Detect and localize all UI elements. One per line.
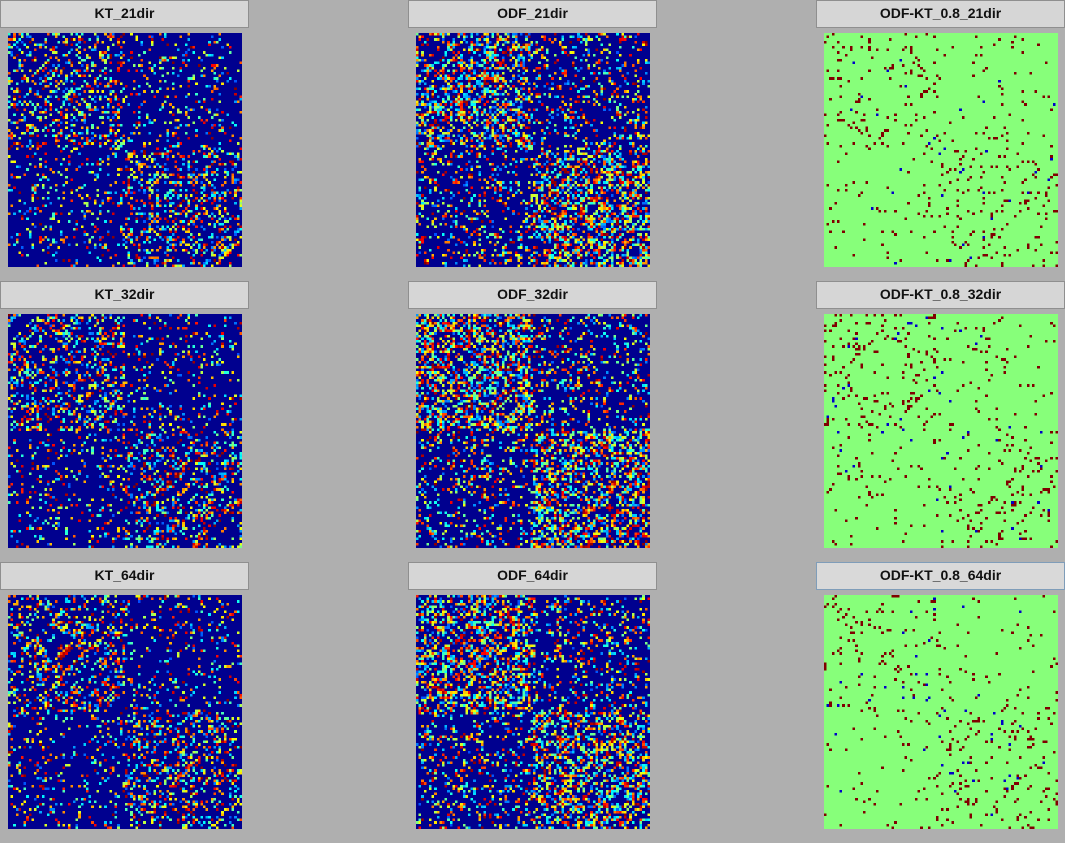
panel-odf-kt-21dir: ODF-KT_0.8_21dir <box>816 0 1065 281</box>
title-bar-odf-kt-21dir[interactable]: ODF-KT_0.8_21dir <box>816 0 1065 28</box>
title-bar-kt-32dir[interactable]: KT_32dir <box>0 281 249 309</box>
difference-matrix-64dir <box>824 595 1058 829</box>
connectivity-matrix-odf-64dir <box>416 595 650 829</box>
title-bar-odf-21dir[interactable]: ODF_21dir <box>408 0 657 28</box>
title-bar-kt-64dir[interactable]: KT_64dir <box>0 562 249 590</box>
panel-odf-kt-32dir: ODF-KT_0.8_32dir <box>816 281 1065 562</box>
title-bar-odf-32dir[interactable]: ODF_32dir <box>408 281 657 309</box>
panel-kt-32dir: KT_32dir <box>0 281 249 562</box>
connectivity-matrix-kt-64dir <box>8 595 242 829</box>
title-bar-kt-21dir[interactable]: KT_21dir <box>0 0 249 28</box>
connectivity-matrix-kt-21dir <box>8 33 242 267</box>
panel-kt-64dir: KT_64dir <box>0 562 249 843</box>
connectivity-matrix-odf-32dir <box>416 314 650 548</box>
panel-odf-32dir: ODF_32dir <box>408 281 657 562</box>
panel-odf-21dir: ODF_21dir <box>408 0 657 281</box>
difference-matrix-32dir <box>824 314 1058 548</box>
title-bar-odf-kt-32dir[interactable]: ODF-KT_0.8_32dir <box>816 281 1065 309</box>
panel-odf-kt-64dir: ODF-KT_0.8_64dir <box>816 562 1065 843</box>
panel-kt-21dir: KT_21dir <box>0 0 249 281</box>
connectivity-matrix-odf-21dir <box>416 33 650 267</box>
connectivity-matrix-kt-32dir <box>8 314 242 548</box>
panel-odf-64dir: ODF_64dir <box>408 562 657 843</box>
title-bar-odf-kt-64dir[interactable]: ODF-KT_0.8_64dir <box>816 562 1065 590</box>
title-bar-odf-64dir[interactable]: ODF_64dir <box>408 562 657 590</box>
difference-matrix-21dir <box>824 33 1058 267</box>
